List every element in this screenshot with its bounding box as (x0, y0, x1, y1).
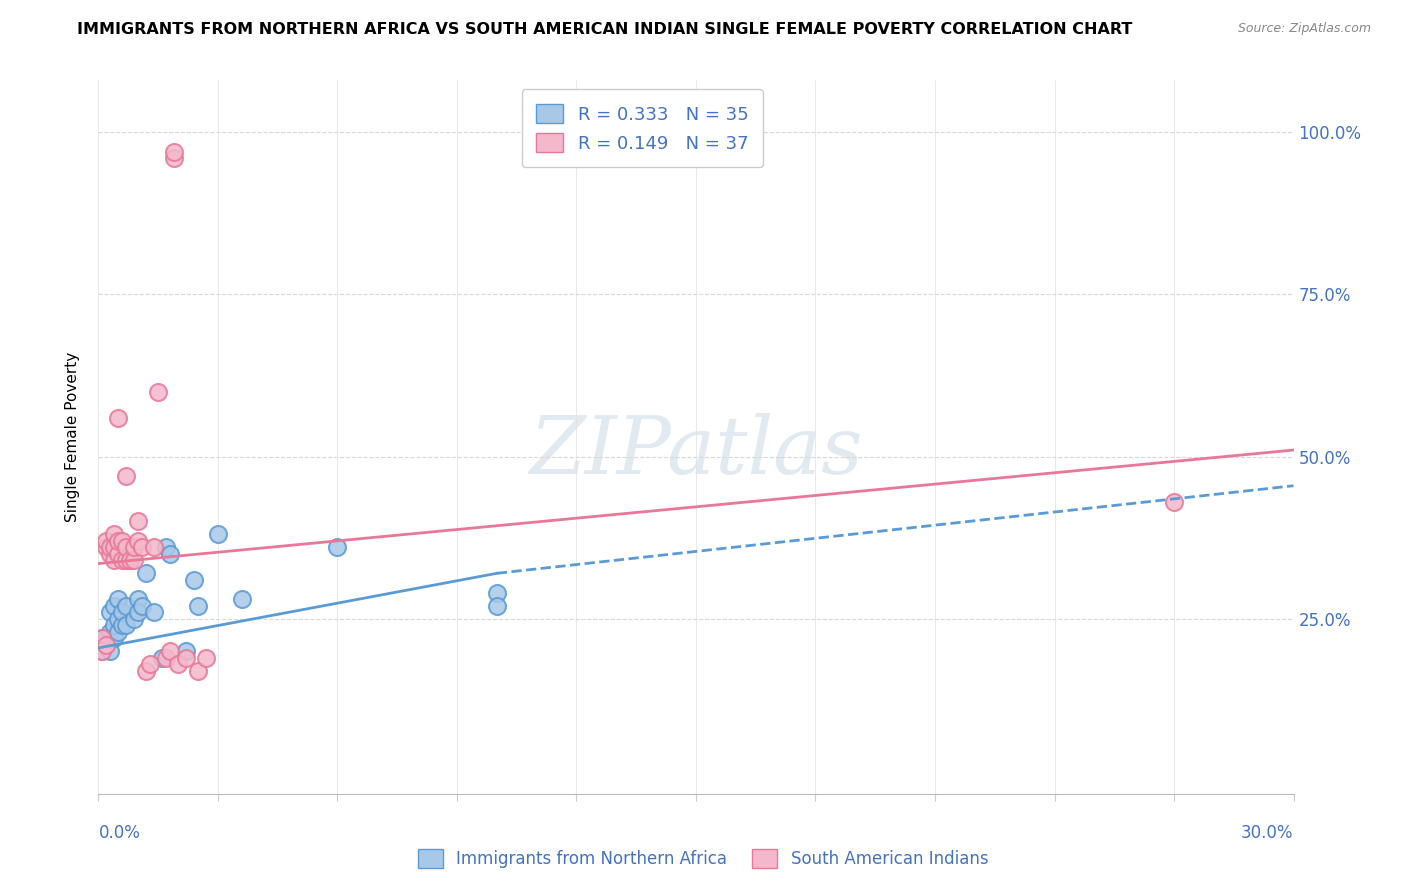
Point (91, 631, 114, 645)
Point (124, 553, 146, 567)
Point (485, 586, 508, 600)
Point (103, 527, 125, 541)
Point (127, 515, 149, 529)
Point (107, 592, 129, 607)
Point (135, 566, 157, 581)
Text: Source: ZipAtlas.com: Source: ZipAtlas.com (1237, 22, 1371, 36)
Point (98, 547, 122, 561)
Point (183, 573, 205, 587)
Point (115, 599, 138, 613)
Point (127, 592, 149, 607)
Point (91, 631, 114, 645)
Point (231, 592, 253, 607)
Point (111, 618, 134, 632)
Point (107, 410, 129, 425)
Point (124, 541, 146, 555)
Point (120, 553, 142, 567)
Point (115, 469, 138, 483)
Point (139, 657, 162, 672)
Point (96, 533, 118, 548)
Point (107, 624, 129, 639)
Point (115, 541, 138, 555)
Point (135, 664, 157, 678)
Point (174, 650, 197, 665)
Point (131, 541, 153, 555)
Point (103, 599, 125, 613)
Point (107, 533, 129, 548)
Point (91, 644, 114, 658)
Point (98, 624, 122, 639)
Point (159, 644, 181, 658)
Text: IMMIGRANTS FROM NORTHERN AFRICA VS SOUTH AMERICAN INDIAN SINGLE FEMALE POVERTY C: IMMIGRANTS FROM NORTHERN AFRICA VS SOUTH… (77, 22, 1133, 37)
Point (96, 541, 118, 555)
Legend: R = 0.333   N = 35, R = 0.149   N = 37: R = 0.333 N = 35, R = 0.149 N = 37 (522, 89, 763, 167)
Point (127, 605, 149, 619)
Point (111, 533, 134, 548)
Point (148, 384, 170, 399)
Point (207, 527, 229, 541)
Point (107, 547, 129, 561)
Point (167, 657, 190, 672)
Point (103, 553, 125, 567)
Point (187, 599, 209, 613)
Point (155, 541, 177, 555)
Point (163, 151, 186, 165)
Y-axis label: Single Female Poverty: Single Female Poverty (65, 352, 80, 522)
Point (174, 644, 197, 658)
Point (115, 618, 138, 632)
Point (96, 638, 118, 652)
Point (103, 631, 125, 645)
Legend: Immigrants from Northern Africa, South American Indians: Immigrants from Northern Africa, South A… (411, 843, 995, 875)
Point (120, 553, 142, 567)
Point (115, 553, 138, 567)
Text: ZIPatlas: ZIPatlas (529, 413, 863, 490)
Point (111, 605, 134, 619)
Point (143, 541, 166, 555)
Point (91, 644, 114, 658)
Text: 0.0%: 0.0% (98, 824, 141, 842)
Point (326, 541, 349, 555)
Point (107, 612, 129, 626)
Point (98, 605, 122, 619)
Point (103, 541, 125, 555)
Point (131, 599, 153, 613)
Point (159, 547, 181, 561)
Point (163, 145, 186, 159)
Point (103, 618, 125, 632)
Point (98, 644, 122, 658)
Point (485, 599, 508, 613)
Point (96, 638, 118, 652)
Point (143, 605, 166, 619)
Text: 30.0%: 30.0% (1241, 824, 1294, 842)
Point (195, 650, 218, 665)
Point (150, 650, 173, 665)
Point (1163, 495, 1185, 509)
Point (155, 650, 177, 665)
Point (187, 664, 209, 678)
Point (96, 631, 118, 645)
Point (98, 541, 122, 555)
Point (124, 612, 146, 626)
Point (127, 533, 149, 548)
Point (111, 553, 134, 567)
